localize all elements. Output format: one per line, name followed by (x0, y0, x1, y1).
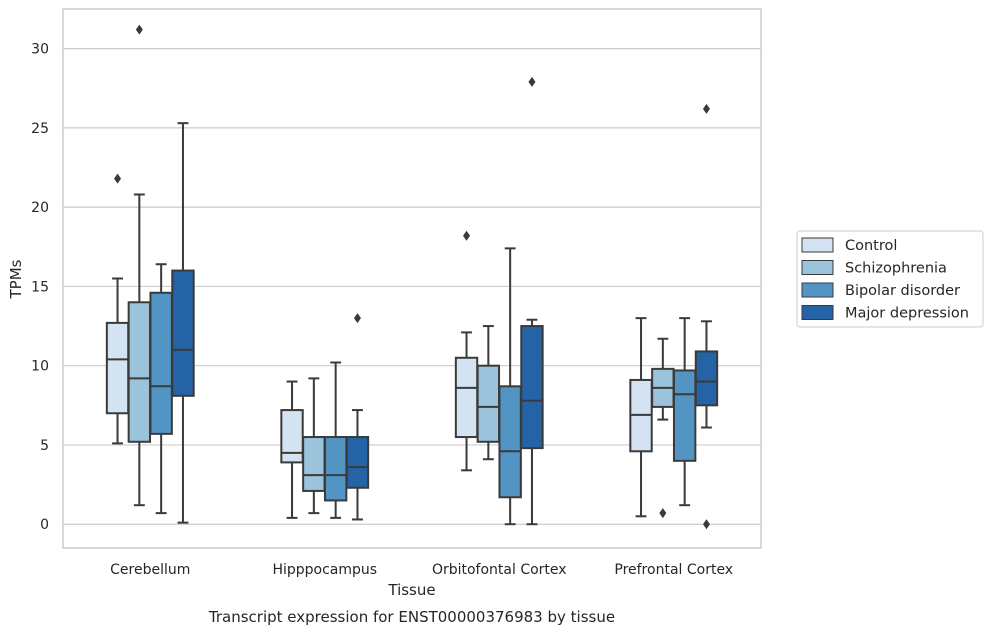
outlier-point (463, 230, 471, 241)
legend: Control Schizophrenia Bipolar disorder Majo… (796, 230, 984, 328)
legend-swatch (801, 237, 834, 253)
x-tick-label: Orbitofontal Cortex (432, 562, 567, 578)
iqr-box (127, 301, 152, 443)
box-major-depression (171, 122, 195, 524)
box-major-depression (694, 103, 719, 530)
x-axis-title: Tissue (387, 581, 435, 599)
grid-lines (63, 48, 761, 525)
legend-label: Major depression (845, 306, 969, 322)
outlier-point (659, 508, 667, 519)
iqr-box (302, 436, 326, 492)
outlier-point (702, 519, 710, 530)
box-bipolar-disorder (672, 317, 697, 507)
box-major-depression (345, 313, 370, 521)
iqr-box (149, 291, 173, 435)
box-major-depression (520, 76, 544, 526)
y-tick-label: 30 (31, 42, 49, 58)
chart-caption: Transcript expression for ENST0000037698… (208, 608, 615, 626)
legend-swatch (801, 260, 834, 275)
box-schizophrenia (302, 377, 326, 515)
outlier-point (114, 173, 122, 184)
y-axis-title: TPMs (7, 259, 25, 299)
box-bipolar-disorder (149, 263, 173, 515)
iqr-box (345, 436, 370, 489)
y-tick-label: 20 (31, 200, 49, 216)
iqr-box (105, 321, 130, 415)
outlier-point (702, 103, 710, 114)
plot-frame (62, 8, 762, 549)
legend-swatch (801, 305, 834, 320)
iqr-box (454, 356, 479, 439)
legend-swatch (801, 282, 834, 298)
iqr-box (476, 364, 501, 443)
box-control (454, 230, 479, 472)
legend-frame (796, 230, 984, 328)
legend-label: Control (845, 238, 897, 254)
box-control (105, 173, 130, 445)
x-tick-label: Hipppocampus (272, 562, 377, 578)
y-tick-label: 15 (31, 279, 49, 295)
box-schizophrenia (127, 24, 152, 507)
box-bipolar-disorder (323, 361, 348, 519)
outlier-point (135, 24, 143, 35)
legend-label: Bipolar disorder (845, 283, 960, 299)
box-bipolar-disorder (498, 247, 522, 526)
iqr-box (520, 325, 544, 450)
y-tick-label: 10 (31, 359, 49, 375)
legend-label: Schizophrenia (845, 261, 947, 277)
plot-boxes (105, 24, 719, 530)
box-schizophrenia (476, 325, 501, 461)
outlier-point (353, 313, 361, 324)
iqr-box (323, 436, 348, 502)
iqr-box (498, 385, 522, 499)
x-tick-label: Prefrontal Cortex (614, 562, 733, 578)
box-schizophrenia (651, 337, 675, 519)
iqr-box (694, 350, 719, 407)
iqr-box (171, 269, 195, 397)
box-control (629, 317, 653, 518)
y-tick-label: 0 (40, 517, 49, 533)
x-tick-label: Cerebellum (110, 562, 190, 578)
y-tick-label: 25 (31, 121, 49, 137)
y-tick-label: 5 (40, 438, 49, 454)
outlier-point (528, 76, 536, 87)
x-axis-ticks: Cerebellum Hipppocampus Orbitofontal Corte… (110, 562, 733, 578)
iqr-box (672, 369, 697, 462)
iqr-box (280, 409, 304, 464)
y-axis-ticks: 0 5 10 15 20 25 30 (31, 42, 49, 534)
box-control (280, 380, 304, 519)
